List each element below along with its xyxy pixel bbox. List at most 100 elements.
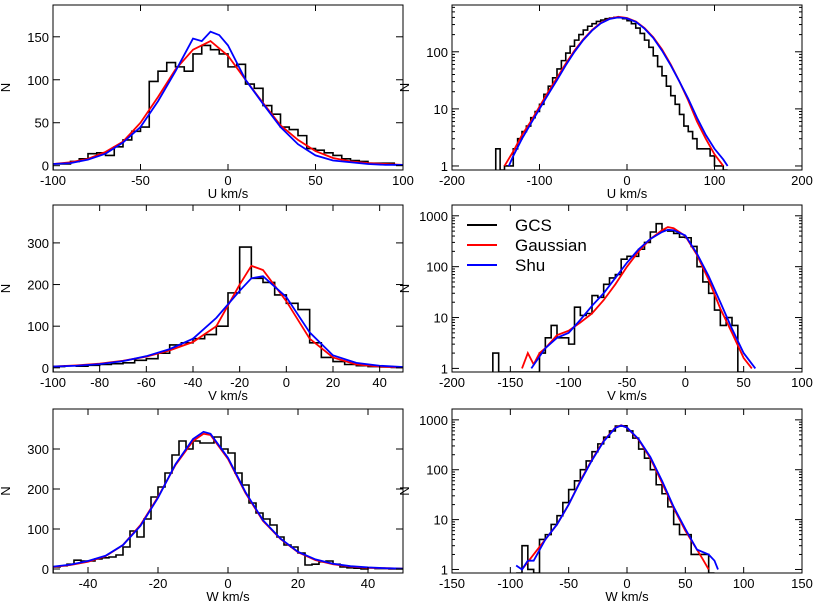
x-tick-label: 100	[704, 173, 726, 188]
histogram-gcs	[516, 424, 715, 573]
plot-frame	[52, 204, 404, 373]
y-axis-label: N	[0, 284, 13, 293]
panel-V-linear: -100 -80 -60 -40 -20 0 20 40 0 100 200 300 V km/s N	[0, 204, 404, 403]
y-tick-label: 10	[434, 311, 448, 326]
line-shu	[508, 16, 729, 167]
x-tick-label: -150	[497, 375, 523, 390]
x-tick-label: 0	[682, 375, 689, 390]
line-shu	[53, 430, 403, 570]
histogram-gcs	[494, 16, 728, 170]
x-tick-label: 100	[733, 576, 755, 591]
x-tick-label: 40	[361, 576, 375, 591]
x-tick-label: 50	[308, 173, 322, 188]
y-tick-label: 1	[441, 159, 448, 174]
x-axis-label: W km/s	[605, 589, 649, 604]
x-tick-label: 0	[224, 576, 231, 591]
y-tick-label: 1000	[419, 209, 448, 224]
y-tick-label: 200	[27, 482, 49, 497]
x-tick-label: -80	[90, 375, 109, 390]
legend-label: Shu	[515, 256, 545, 275]
y-tick-label: 50	[35, 116, 49, 131]
x-tick-label: -40	[184, 375, 203, 390]
x-tick-label: 50	[678, 576, 692, 591]
x-axis-label: V km/s	[607, 388, 647, 403]
x-tick-label: -100	[497, 576, 523, 591]
y-tick-label: 100	[426, 463, 448, 478]
x-tick-label: -20	[230, 375, 249, 390]
x-tick-label: 40	[372, 375, 386, 390]
line-gaussian	[521, 424, 710, 571]
y-tick-label: 300	[27, 236, 49, 251]
y-tick-label: 0	[42, 159, 49, 174]
x-tick-label: -50	[559, 576, 578, 591]
x-tick-label: -100	[40, 375, 66, 390]
histogram-gcs	[53, 246, 403, 372]
panel-U-linear: -100 -50 0 50 100 0 50 100 150 U km/s N	[0, 4, 414, 201]
x-tick-label: -100	[40, 173, 66, 188]
x-axis-label: U km/s	[208, 186, 249, 201]
y-axis-label: N	[0, 486, 13, 495]
y-tick-label: 1000	[419, 413, 448, 428]
plot-frame	[451, 408, 803, 574]
plot-frame	[451, 4, 803, 171]
y-tick-label: 100	[27, 73, 49, 88]
y-axis-label: N	[397, 486, 412, 495]
plot-frame	[52, 4, 404, 171]
x-tick-label: -200	[439, 173, 465, 188]
line-shu	[530, 228, 757, 369]
line-shu	[515, 424, 719, 571]
line-gaussian	[53, 432, 403, 570]
histogram-gcs	[53, 44, 403, 170]
plot-frame	[52, 408, 404, 574]
x-tick-label: -200	[439, 375, 465, 390]
y-tick-label: 100	[27, 319, 49, 334]
x-tick-label: 0	[224, 173, 231, 188]
panel-V-log: -200 -150 -100 -50 0 50 100 1 10 100 1000 V km/s N	[397, 204, 813, 403]
x-tick-label: -50	[618, 375, 637, 390]
line-shu	[53, 30, 403, 166]
x-tick-label: -60	[137, 375, 156, 390]
legend-label: Gaussian	[515, 236, 587, 255]
x-tick-label: -20	[149, 576, 168, 591]
x-tick-label: -100	[556, 375, 582, 390]
y-tick-label: 100	[426, 45, 448, 60]
legend-label: GCS	[515, 216, 552, 235]
panel-W-linear: -40 -20 0 20 40 0 100 200 300 W km/s N	[0, 408, 404, 604]
x-tick-label: 50	[736, 375, 750, 390]
x-tick-label: -50	[131, 173, 150, 188]
y-tick-label: 10	[434, 102, 448, 117]
y-axis-label: N	[397, 284, 412, 293]
y-tick-label: 300	[27, 442, 49, 457]
panel-W-log: -150 -100 -50 0 50 100 150 1 10 100 1000 W km/s N	[397, 408, 813, 604]
x-tick-label: 100	[392, 173, 414, 188]
x-tick-label: 0	[623, 576, 630, 591]
y-tick-label: 100	[426, 260, 448, 275]
x-tick-label: 0	[283, 375, 290, 390]
y-tick-label: 150	[27, 30, 49, 45]
x-axis-label: V km/s	[208, 388, 248, 403]
panel-U-log: -200 -100 0 100 200 1 10 100 U km/s N	[397, 4, 813, 201]
x-tick-label: 0	[623, 173, 630, 188]
y-tick-label: 1	[441, 562, 448, 577]
x-tick-label: -40	[79, 576, 98, 591]
y-tick-label: 200	[27, 278, 49, 293]
y-axis-label: N	[397, 83, 412, 92]
y-tick-label: 10	[434, 513, 448, 528]
line-gaussian	[53, 40, 403, 166]
x-axis-label: U km/s	[607, 186, 648, 201]
line-gaussian	[503, 15, 724, 167]
y-axis-label: N	[0, 83, 13, 92]
y-tick-label: 1	[441, 361, 448, 376]
y-tick-label: 0	[42, 562, 49, 577]
x-tick-label: 20	[291, 576, 305, 591]
x-tick-label: 100	[791, 375, 813, 390]
y-tick-label: 100	[27, 522, 49, 537]
x-tick-label: 150	[791, 576, 813, 591]
x-axis-label: W km/s	[206, 589, 250, 604]
plot-frame	[451, 204, 803, 373]
x-tick-label: -150	[439, 576, 465, 591]
histogram-gcs	[492, 222, 744, 372]
x-tick-label: -100	[526, 173, 552, 188]
